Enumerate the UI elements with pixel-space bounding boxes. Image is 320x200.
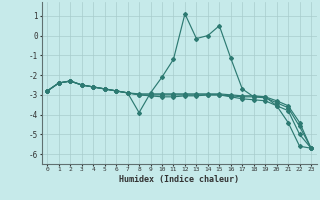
X-axis label: Humidex (Indice chaleur): Humidex (Indice chaleur)	[119, 175, 239, 184]
